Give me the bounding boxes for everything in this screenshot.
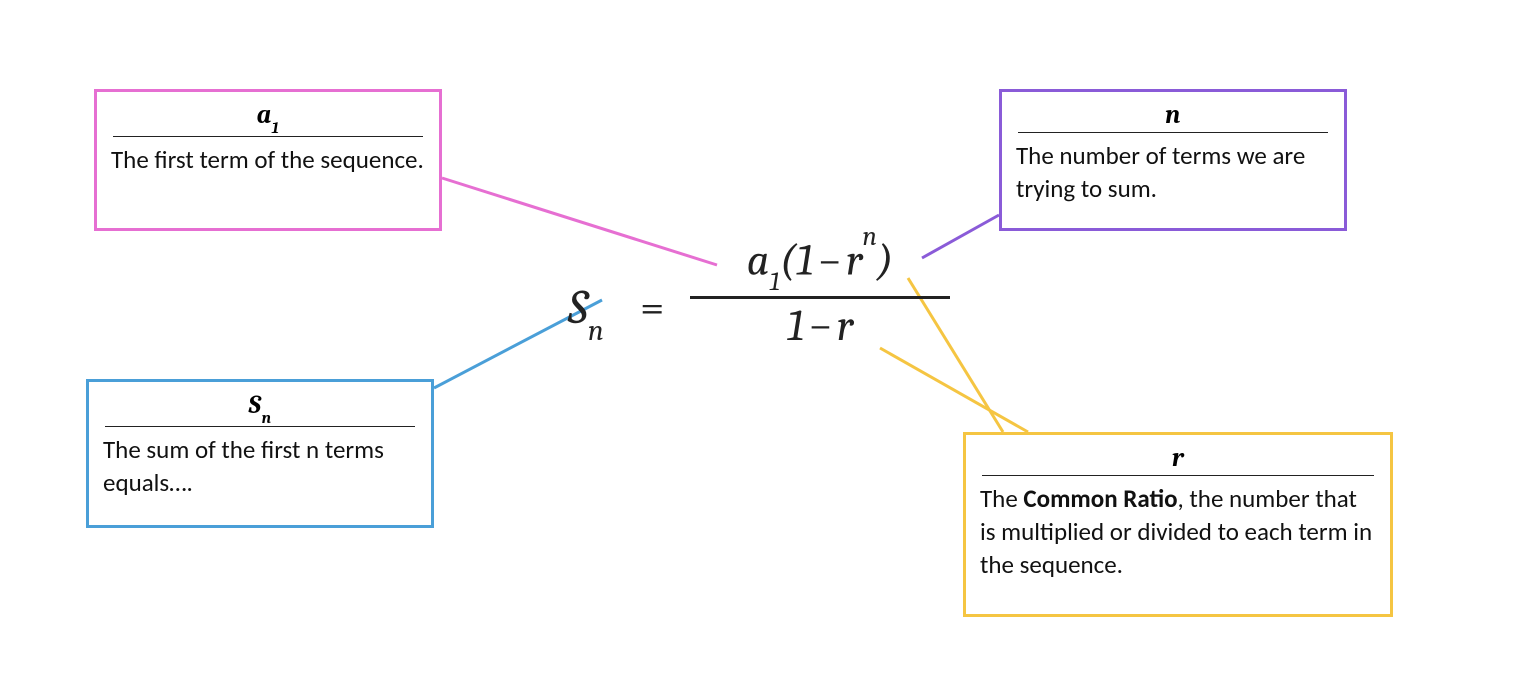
callout-a1-title-main: a	[257, 100, 272, 130]
callout-r-desc-pre: The	[980, 483, 1023, 514]
num-a-sub: 1	[769, 266, 779, 297]
fraction-bar	[690, 296, 950, 299]
den-r: r	[837, 300, 854, 351]
callout-a1-desc: The first term of the sequence.	[111, 143, 425, 176]
formula-S: S	[568, 280, 588, 335]
callout-r-desc-bold: Common Ratio	[1023, 483, 1177, 514]
callout-a1-title: a1	[113, 100, 423, 137]
formula-equals: =	[640, 282, 664, 333]
den-one: 1	[787, 300, 804, 351]
callout-sn-title-main: S	[248, 390, 261, 420]
formula-fraction: a1(1−rn) 1−r	[690, 236, 950, 349]
num-open: (1	[780, 235, 814, 286]
callout-sn-title: Sn	[105, 390, 415, 427]
formula-lhs: Sn	[568, 280, 604, 342]
den-minus: −	[804, 300, 836, 351]
num-a: a	[747, 235, 770, 286]
callout-n-desc: The number of terms we are trying to sum…	[1016, 139, 1330, 205]
num-minus: −	[813, 235, 845, 286]
callout-r-title: r	[982, 443, 1374, 476]
num-r-sup: n	[862, 220, 877, 252]
callout-sn-title-sub: n	[262, 409, 272, 428]
callout-sn-desc: The sum of the first n terms equals….	[103, 433, 417, 499]
callout-r: r The Common Ratio, the number that is m…	[963, 432, 1393, 617]
callout-n-title-main: n	[1165, 100, 1181, 130]
callout-r-desc: The Common Ratio, the number that is mul…	[980, 482, 1376, 581]
line-a1	[442, 178, 717, 265]
line-r-2	[880, 348, 1028, 432]
num-r: r	[846, 235, 863, 286]
callout-sn: Sn The sum of the first n terms equals….	[86, 379, 434, 528]
formula-S-sub: n	[588, 314, 604, 348]
callout-n-title: n	[1018, 100, 1328, 133]
callout-n: n The number of terms we are trying to s…	[999, 89, 1347, 231]
num-close: )	[877, 235, 893, 286]
callout-a1-title-sub: 1	[272, 119, 280, 138]
callout-r-title-main: r	[1172, 443, 1184, 473]
formula-numerator: a1(1−rn)	[690, 236, 950, 290]
formula-denominator: 1−r	[690, 303, 950, 349]
callout-a1: a1 The first term of the sequence.	[94, 89, 442, 231]
